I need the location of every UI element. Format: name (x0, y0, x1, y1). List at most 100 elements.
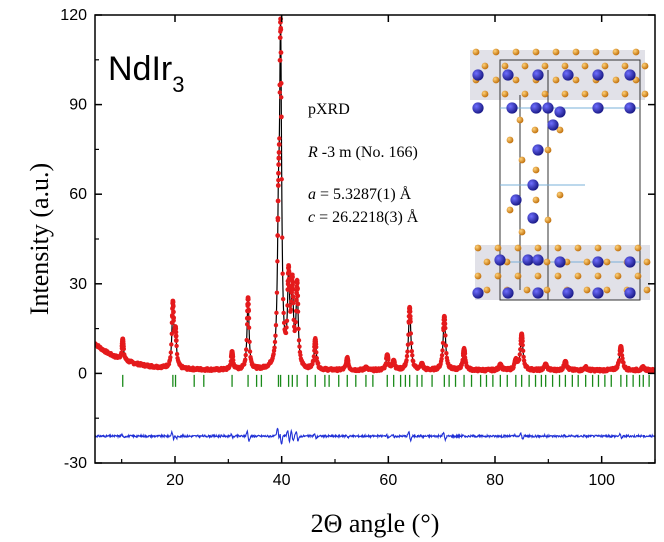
ir-atom (581, 90, 589, 98)
observed-point (440, 340, 446, 346)
x-tick-label: 40 (273, 472, 291, 489)
nd-atom (542, 102, 554, 114)
observed-point (174, 343, 179, 349)
observed-point (121, 344, 126, 349)
ir-atom (544, 146, 552, 154)
observed-point (297, 344, 302, 349)
observed-point (442, 317, 448, 323)
observed-point (404, 353, 410, 359)
space-group-label: R -3 m (No. 166) (307, 144, 418, 161)
y-tick-label: -30 (64, 455, 87, 472)
ir-atom (516, 116, 524, 124)
observed-point (277, 57, 283, 63)
observed-point (563, 360, 569, 366)
observed-point (169, 331, 174, 336)
nd-atom (527, 179, 539, 191)
observed-point (231, 357, 236, 363)
nd-atom (510, 194, 522, 206)
observed-point (420, 362, 426, 368)
y-tick-label: 30 (69, 276, 87, 293)
observed-point (279, 177, 284, 182)
difference-line (95, 427, 655, 445)
observed-point (246, 325, 252, 330)
observed-point (520, 348, 526, 354)
nd-atom (562, 69, 574, 81)
observed-point (276, 177, 281, 183)
nd-atom (592, 287, 604, 299)
observed-point (293, 319, 298, 325)
observed-point (243, 352, 248, 358)
x-tick-label: 20 (166, 472, 184, 489)
ir-atom (481, 90, 489, 98)
observed-point (275, 215, 281, 221)
observed-point (276, 155, 282, 161)
nd-atom (527, 212, 539, 224)
observed-point (411, 359, 416, 364)
nd-atom (532, 287, 544, 299)
ir-atom (594, 272, 602, 280)
observed-point (405, 342, 411, 347)
observed-point (442, 325, 448, 331)
observed-point (294, 280, 300, 286)
ir-atom (492, 48, 500, 56)
observed-point (276, 150, 282, 155)
observed-point (173, 338, 179, 343)
y-tick-label: 60 (69, 186, 87, 203)
observed-point (288, 307, 294, 312)
nd-atom (502, 287, 514, 299)
ir-atom (518, 228, 526, 236)
nd-atom (532, 69, 544, 81)
observed-point (498, 362, 504, 368)
ir-atom (474, 244, 482, 252)
observed-point (442, 321, 448, 327)
ir-atom (514, 244, 522, 252)
observed-point (404, 358, 409, 363)
ir-atom (552, 76, 560, 84)
ir-atom (483, 258, 491, 266)
observed-point (440, 348, 445, 353)
ir-atom (561, 62, 569, 70)
ir-atom (583, 286, 591, 294)
x-tick-label: 80 (486, 472, 504, 489)
ir-atom (601, 62, 609, 70)
observed-point (514, 357, 519, 363)
observed-point (521, 354, 526, 360)
observed-point (462, 351, 468, 356)
observed-point (246, 301, 251, 307)
y-tick-label: 0 (78, 365, 87, 382)
observed-point (520, 338, 525, 344)
lattice-a-label: a = 5.3287(1) Å (308, 185, 412, 203)
observed-point (244, 347, 249, 352)
observed-point (272, 339, 278, 345)
y-tick-label: 90 (69, 97, 87, 114)
observed-point (275, 198, 281, 204)
ir-atom (556, 191, 564, 199)
observed-point (170, 299, 176, 305)
ir-atom (481, 62, 489, 70)
observed-point (439, 356, 444, 362)
observed-point (275, 259, 280, 264)
observed-point (271, 351, 276, 357)
observed-point (275, 183, 281, 188)
nd-atom (592, 102, 604, 114)
observed-point (174, 351, 180, 357)
lattice-c-label: c = 26.2218(3) Å (308, 208, 419, 226)
observed-point (283, 330, 289, 336)
nd-atom (506, 102, 518, 114)
ir-atom (561, 90, 569, 98)
observed-point (295, 286, 300, 291)
observed-point (169, 320, 175, 326)
ir-atom (474, 272, 482, 280)
ir-atom (574, 272, 582, 280)
observed-point (443, 333, 448, 338)
observed-point (273, 333, 278, 338)
observed-point (244, 322, 250, 327)
y-axis-title: Intensity (a.u.) (25, 163, 54, 315)
ir-atom (603, 258, 611, 266)
observed-point (410, 353, 415, 358)
ir-atom (583, 258, 591, 266)
ir-atom (614, 244, 622, 252)
ir-atom (554, 244, 562, 252)
ir-atom (601, 90, 609, 98)
ir-atom (544, 216, 552, 224)
